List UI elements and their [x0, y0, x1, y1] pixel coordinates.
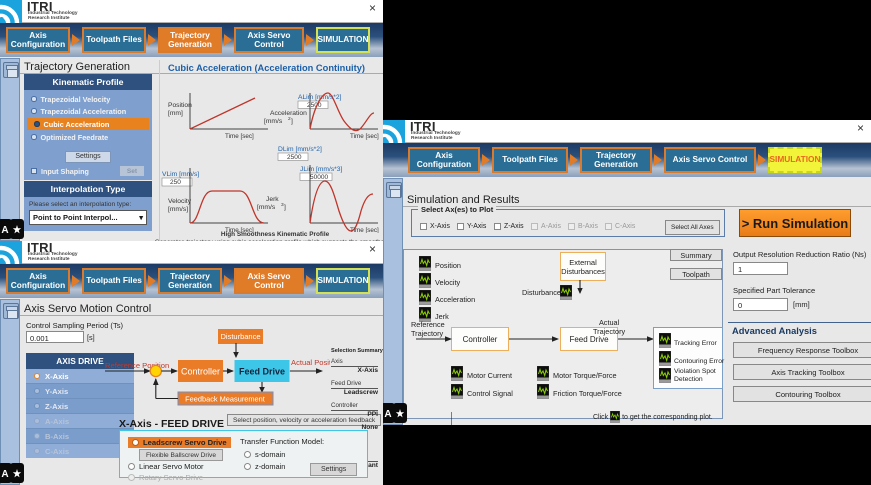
svg-text:A: A [1, 469, 8, 480]
svg-text:[mm]: [mm] [168, 110, 183, 117]
svg-text:JLim [mm/s*3]: JLim [mm/s*3] [300, 166, 343, 173]
svg-text:Controller: Controller [181, 367, 220, 377]
svg-text:Actual Position: Actual Position [291, 358, 330, 367]
svg-text:Time [sec]: Time [sec] [225, 133, 254, 140]
svg-text:[mm/s: [mm/s [257, 204, 276, 211]
svg-text:250: 250 [170, 179, 181, 186]
svg-text:2500: 2500 [307, 102, 322, 109]
svg-text:A: A [1, 225, 8, 236]
svg-text:VLim [mm/s]: VLim [mm/s] [162, 171, 199, 178]
svg-text:[mm/s: [mm/s [264, 118, 283, 125]
svg-text:Time [sec]: Time [sec] [350, 133, 379, 140]
svg-text:A: A [384, 409, 391, 420]
svg-text:]: ] [284, 204, 286, 211]
svg-text:DLim [mm/s*2]: DLim [mm/s*2] [278, 146, 322, 153]
svg-text:]: ] [291, 118, 293, 125]
svg-text:2500: 2500 [287, 154, 302, 161]
svg-text:Feed Drive: Feed Drive [239, 367, 285, 377]
svg-text:Position: Position [168, 102, 192, 109]
svg-text:Feedback Measurement: Feedback Measurement [185, 395, 265, 404]
svg-text:Jerk: Jerk [266, 196, 279, 203]
svg-text:Acceleration: Acceleration [270, 110, 307, 117]
svg-text:[mm/s]: [mm/s] [168, 206, 188, 213]
svg-text:50000: 50000 [310, 174, 328, 181]
svg-text:Velocity: Velocity [168, 198, 192, 205]
